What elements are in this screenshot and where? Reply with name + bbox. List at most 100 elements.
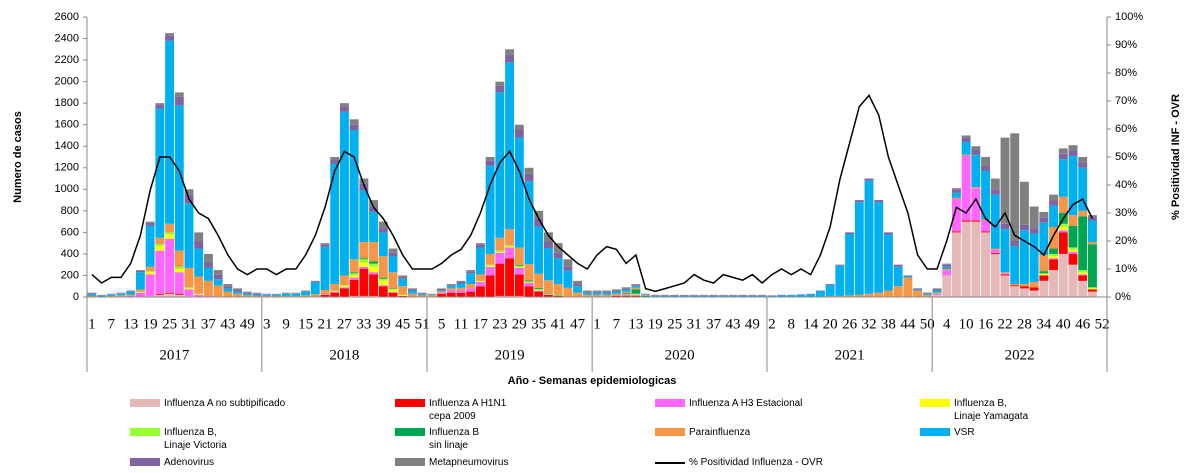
bar-segment: [145, 225, 155, 267]
bar-segment: [777, 294, 787, 296]
legend-label: Influenza A H1N1 cepa 2009: [429, 398, 507, 422]
bar-segment: [427, 294, 437, 295]
bar-segment: [359, 190, 369, 243]
bar-segment: [456, 280, 466, 282]
y-tick-label: 1600: [55, 119, 79, 131]
bar-segment: [573, 292, 583, 297]
bar-segment: [524, 181, 534, 265]
bar-segment: [718, 295, 728, 297]
bar-segment: [883, 234, 893, 291]
bar-segment: [641, 293, 651, 295]
bar-segment: [388, 256, 398, 273]
bar-segment: [796, 294, 806, 297]
bar-segment: [893, 264, 903, 267]
bar-segment: [679, 295, 689, 296]
bar-segment: [1039, 280, 1049, 297]
bar-segment: [203, 267, 213, 281]
bar-segment: [932, 294, 942, 297]
bar-segment: [485, 157, 495, 161]
bar-segment: [932, 290, 942, 293]
legend-item: Metapneumovirus: [395, 456, 508, 469]
bar-segment: [524, 280, 534, 282]
bar-segment: [398, 278, 408, 287]
bar-segment: [378, 277, 388, 279]
bar-segment: [242, 292, 252, 294]
bar-segment: [378, 221, 388, 229]
bar-segment: [87, 292, 97, 294]
bar-segment: [330, 291, 340, 292]
x-tick-label: 9: [282, 316, 290, 332]
bar-segment: [825, 285, 835, 296]
y-tick-label: 1800: [55, 97, 79, 109]
bar-segment: [621, 291, 631, 294]
bar-segment: [369, 206, 379, 212]
bar-segment: [718, 295, 728, 296]
bar-segment: [135, 292, 145, 297]
y-tick-label: 2400: [55, 32, 79, 44]
bar-segment: [699, 295, 709, 296]
bar-segment: [359, 183, 369, 191]
bar-segment: [252, 295, 262, 297]
bar-segment: [378, 228, 388, 233]
bar-segment: [165, 33, 175, 36]
bar-segment: [213, 285, 223, 297]
bar-segment: [349, 130, 359, 260]
bar-segment: [262, 293, 272, 295]
bar-segment: [349, 295, 359, 297]
bar-segment: [339, 275, 349, 286]
bar-segment: [835, 295, 845, 297]
bar-segment: [1068, 145, 1078, 151]
bar-segment: [825, 284, 835, 286]
bar-segment: [835, 264, 845, 266]
bar-segment: [1049, 256, 1059, 259]
bar-segment: [534, 290, 544, 292]
bar-segment: [330, 290, 340, 292]
bar-segment: [165, 238, 175, 293]
bar-segment: [398, 295, 408, 297]
bar-segment: [893, 286, 903, 297]
bar-segment: [660, 294, 670, 296]
bar-segment: [388, 288, 398, 290]
bar-segment: [339, 106, 349, 112]
bar-segment: [728, 294, 738, 296]
bar-segment: [757, 295, 767, 296]
bar-segment: [194, 276, 204, 294]
bar-segment: [1039, 255, 1049, 272]
bar-segment: [1049, 270, 1059, 297]
bar-segment: [932, 289, 942, 291]
bar-segment: [485, 275, 495, 297]
x-tick-label: 50: [920, 316, 935, 332]
bar-segment: [825, 295, 835, 297]
line-series: [91, 94, 1094, 293]
bar-segment: [942, 270, 952, 276]
x-tick-label: 4: [943, 316, 951, 332]
bar-segment: [291, 293, 301, 294]
bar-segment: [126, 291, 136, 295]
bar-segment: [320, 244, 330, 247]
bar-segment: [621, 287, 631, 289]
bar-segment: [475, 247, 485, 275]
bar-segment: [1049, 258, 1059, 260]
bar-segment: [611, 295, 621, 296]
bar-segment: [1078, 167, 1088, 211]
bar-segment: [446, 292, 456, 297]
y2-tick-label: 90%: [1115, 39, 1137, 51]
bar-segment: [165, 40, 175, 224]
bar-segment: [913, 288, 923, 290]
year-label: 2022: [1005, 347, 1035, 363]
x-tick-label: 2: [768, 316, 776, 332]
y2-tick-label: 10%: [1115, 263, 1137, 275]
y2-axis-title: % Positividad INF - OVR: [1170, 94, 1182, 220]
bar-segment: [942, 269, 952, 271]
bar-segment: [495, 85, 505, 93]
bar-segment: [320, 294, 330, 295]
bar-segment: [155, 108, 165, 238]
bar-segment: [145, 222, 155, 226]
bar-segment: [145, 295, 155, 297]
x-tick-label: 19: [648, 316, 663, 332]
bar-segment: [388, 288, 398, 289]
bar-segment: [1068, 215, 1078, 226]
bar-segment: [534, 290, 544, 291]
bar-segment: [145, 221, 155, 223]
